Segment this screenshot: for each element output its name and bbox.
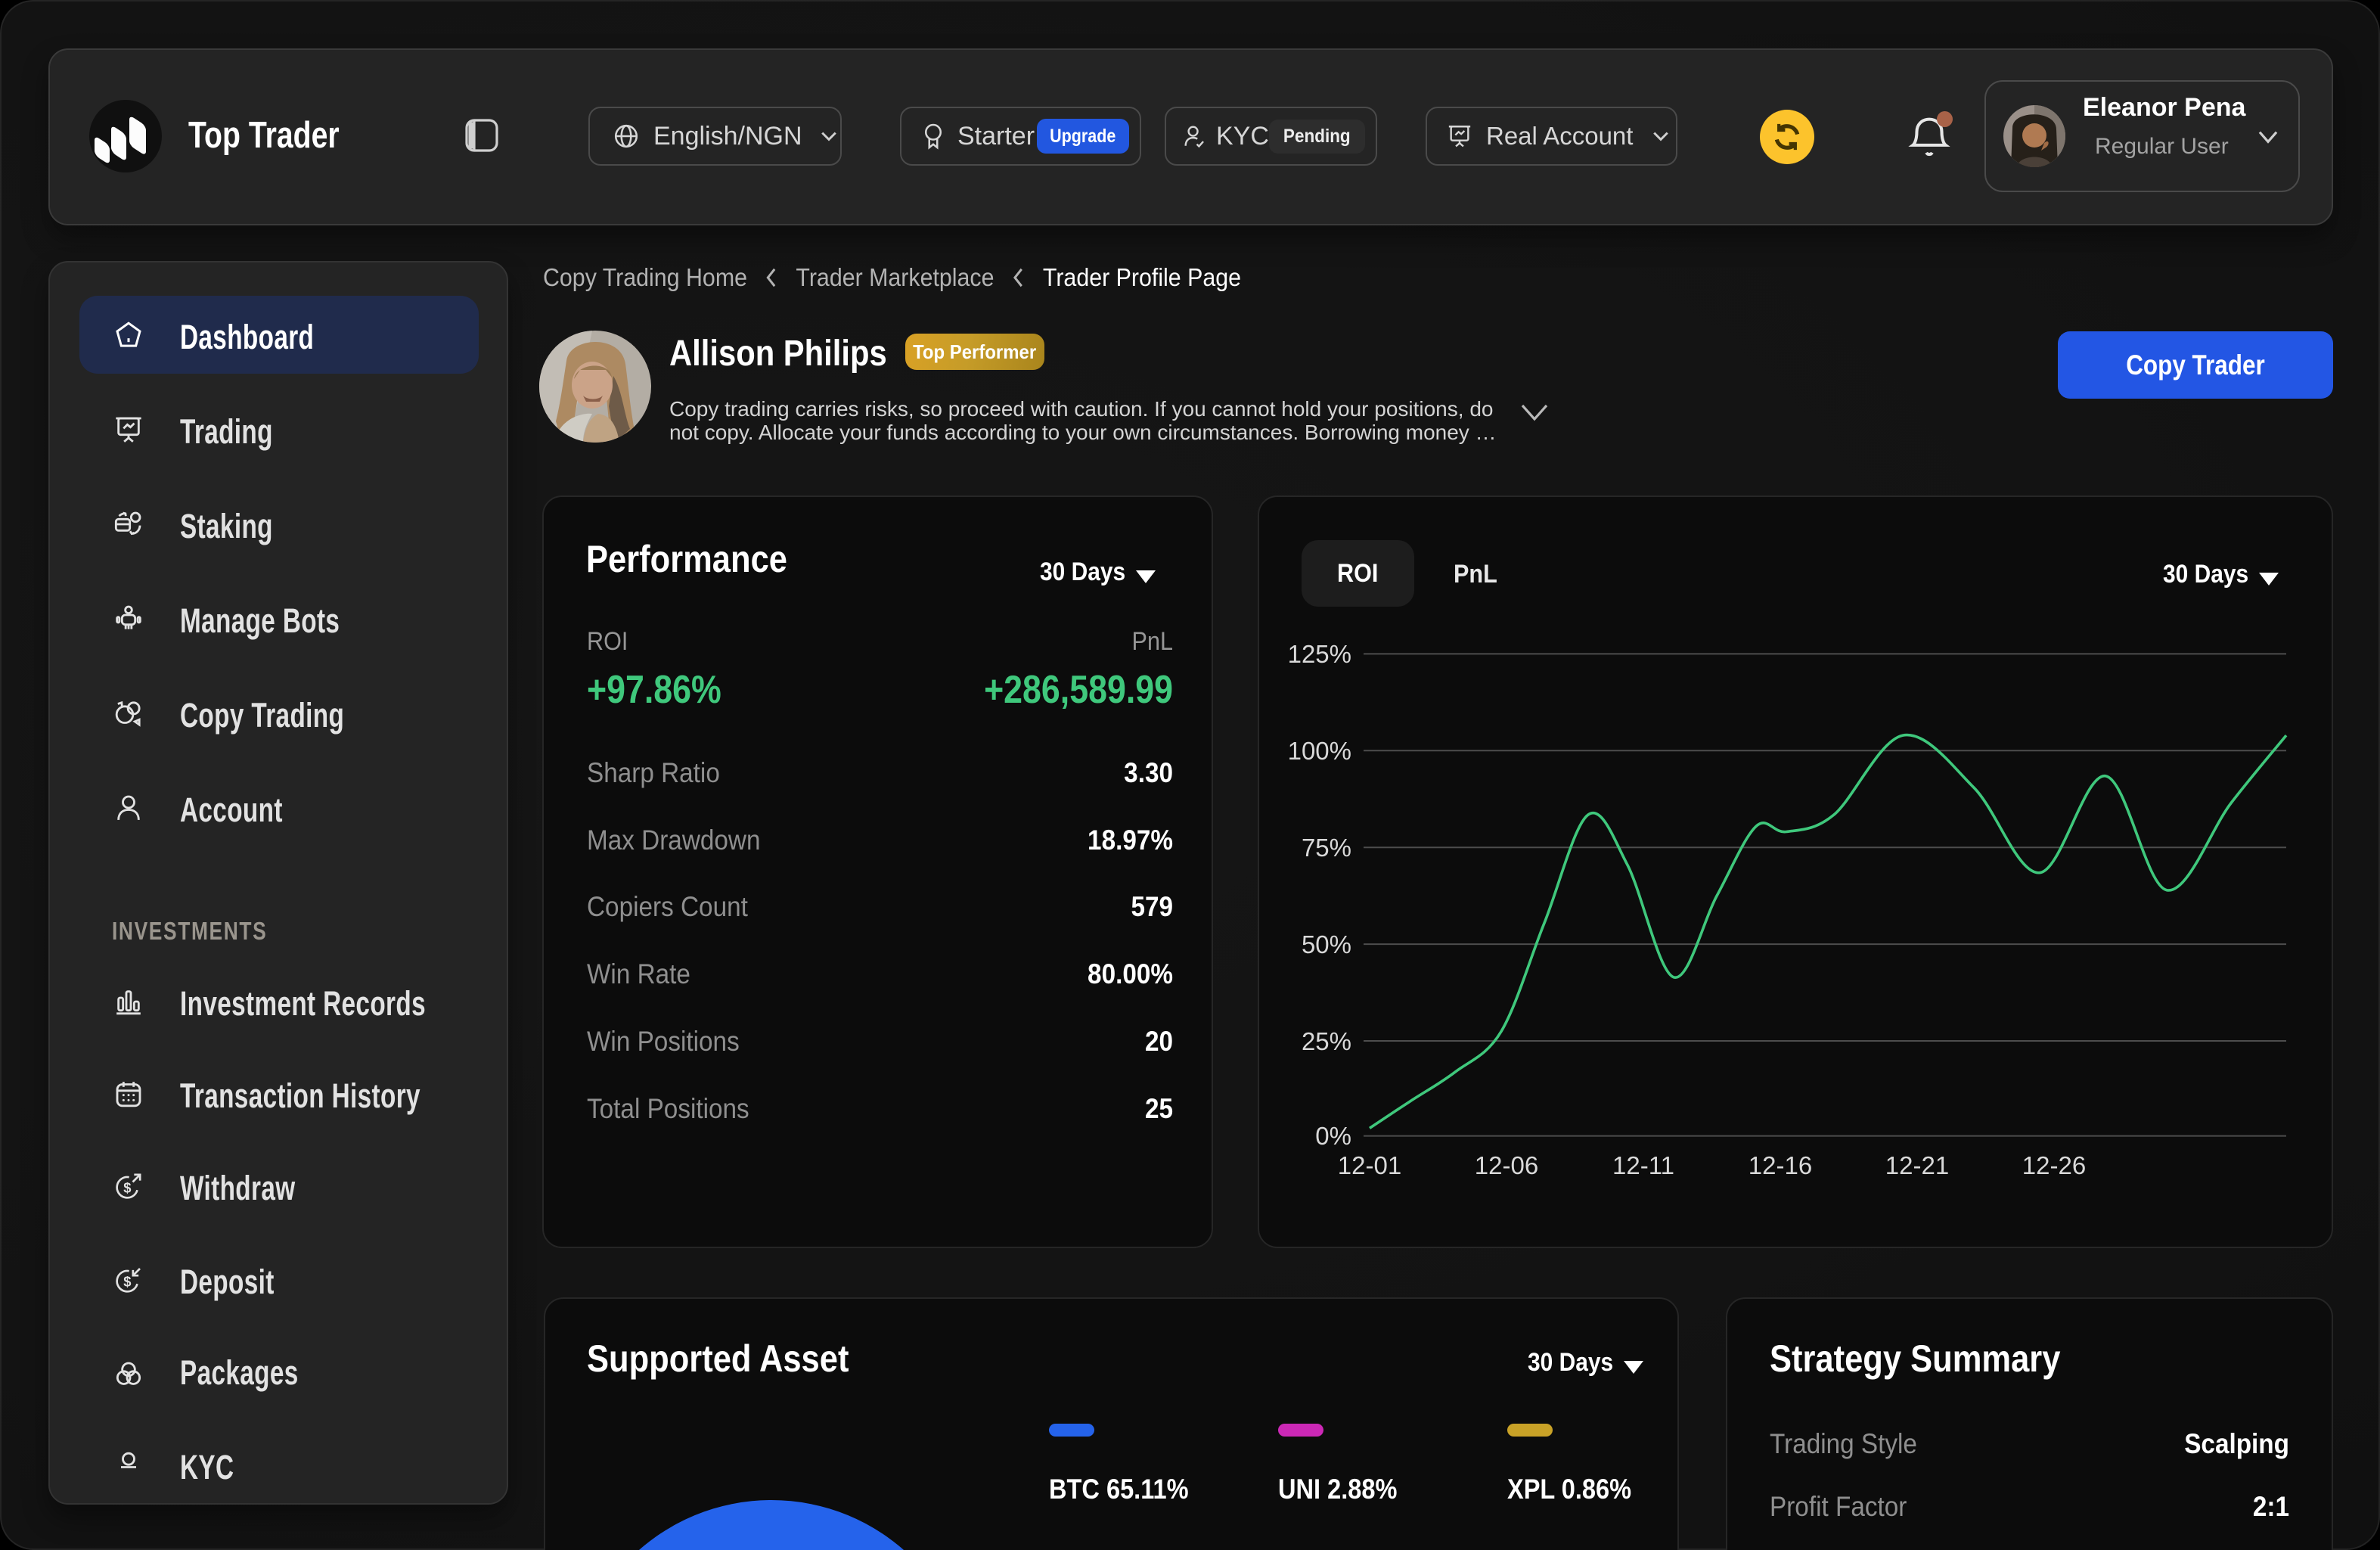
svg-text:0%: 0% bbox=[1315, 1122, 1351, 1150]
svg-text:50%: 50% bbox=[1302, 930, 1351, 958]
svg-text:100%: 100% bbox=[1288, 737, 1351, 765]
svg-text:12-21: 12-21 bbox=[1885, 1151, 1949, 1179]
svg-text:125%: 125% bbox=[1288, 640, 1351, 668]
svg-text:$: $ bbox=[123, 1180, 131, 1196]
svg-text:25%: 25% bbox=[1302, 1027, 1351, 1055]
svg-text:12-01: 12-01 bbox=[1338, 1151, 1401, 1179]
svg-text:12-16: 12-16 bbox=[1749, 1151, 1812, 1179]
svg-text:75%: 75% bbox=[1302, 834, 1351, 862]
svg-text:$: $ bbox=[123, 1274, 131, 1290]
svg-text:12-06: 12-06 bbox=[1475, 1151, 1538, 1179]
svg-text:12-11: 12-11 bbox=[1612, 1151, 1674, 1179]
svg-text:12-26: 12-26 bbox=[2022, 1151, 2086, 1179]
